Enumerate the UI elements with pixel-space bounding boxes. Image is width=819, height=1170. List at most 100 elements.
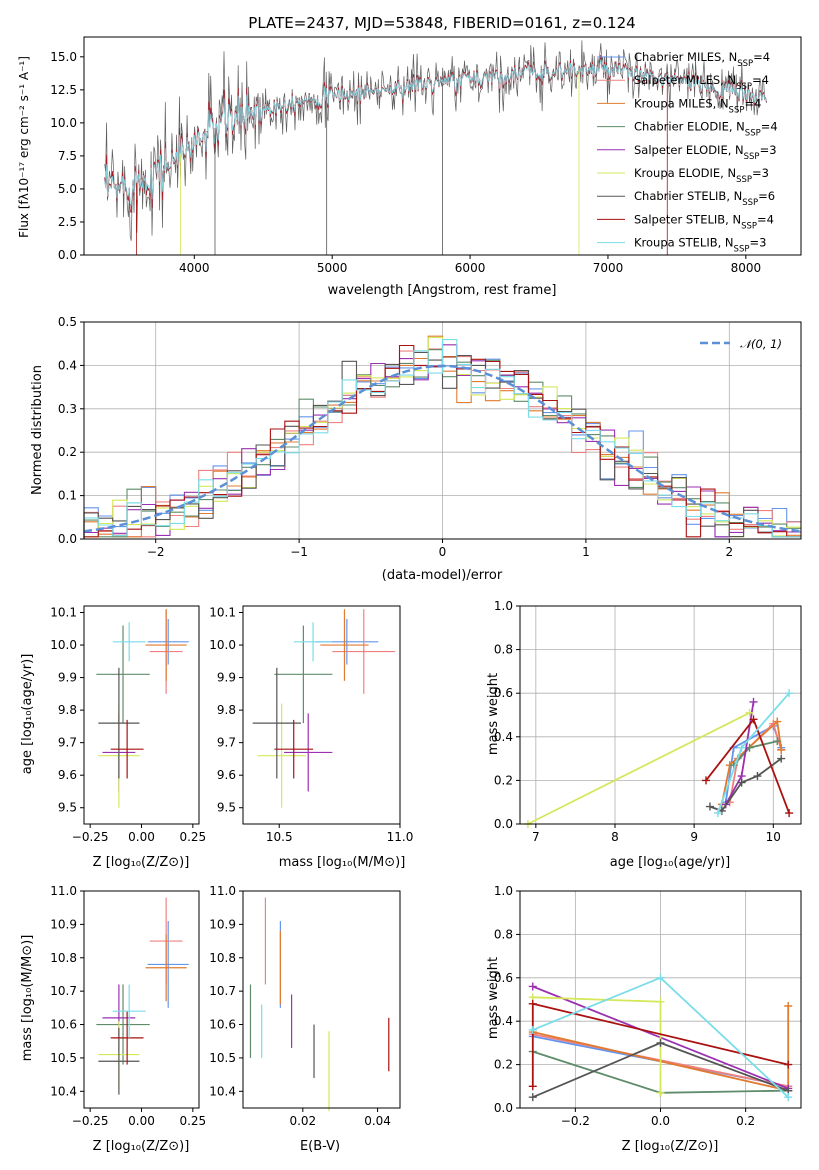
weight-vs-Z-marker-6-3	[656, 1088, 665, 1097]
spectrum-xtick-label-1: 5000	[317, 261, 348, 275]
age-vs-mass-ytick-label-5: 10.0	[209, 638, 236, 652]
weight-vs-age-marker-9-1	[713, 809, 722, 818]
weight-vs-age-ytick-label-3: 0.6	[494, 686, 513, 700]
legend-label-5: Salpeter ELODIE, NSSP=3	[634, 143, 777, 162]
weight-vs-Z-marker-9-1	[528, 1025, 537, 1034]
mass-vs-Z-frame	[83, 890, 200, 1109]
weight-vs-age-xtick-label-2: 9	[690, 830, 698, 844]
age-vs-Z-ytick-label-5: 10.0	[50, 638, 77, 652]
weight-vs-age-marker-7-1	[705, 802, 714, 811]
weight-vs-Z-marker-7-2	[656, 1038, 665, 1047]
residuals-ytick-label-2: 0.2	[58, 445, 77, 459]
residuals-xtick-label-1: −1	[290, 545, 308, 559]
weight-vs-age-line-9	[717, 692, 790, 814]
weight-vs-age-marker-9-2	[737, 743, 746, 752]
age-vs-mass-ytick-label-1: 9.6	[217, 768, 236, 782]
mass-vs-Z-ytick-label-0: 10.4	[50, 1084, 77, 1098]
weight-z-xlabel: Z [log₁₀(Z/Z⊙)]	[622, 1139, 719, 1154]
weight-vs-age-xtick-label-1: 8	[611, 830, 619, 844]
residuals-xtick-label-4: 2	[725, 545, 733, 559]
weight-vs-Z-ytick-label-3: 0.6	[494, 971, 513, 985]
age-vs-mass-frame	[242, 605, 401, 825]
spectrum-ytick-label-0: 0.0	[58, 248, 77, 262]
weight-vs-age-marker-3-3	[773, 717, 782, 726]
weight-vs-Z-ytick-label-0: 0.0	[494, 1101, 513, 1115]
age-vs-Z-ytick-label-1: 9.6	[58, 768, 77, 782]
mass-ebv-xlabel: E(B-V)	[300, 1139, 340, 1154]
weight-vs-age-xtick-label-0: 7	[532, 830, 540, 844]
residuals-frame	[83, 321, 802, 540]
age-vs-Z-xtick-label-0: −0.25	[72, 830, 109, 844]
weight-vs-age-marker-3-4	[777, 745, 786, 754]
legend-label-3: Kroupa MILES, NSSP=4	[634, 96, 761, 115]
weight-vs-Z-xtick-label-0: −0.2	[561, 1114, 590, 1128]
legend-label-8: Salpeter STELIB, NSSP=4	[634, 212, 774, 231]
mass-vs-ebv-ytick-label-6: 11.0	[209, 884, 236, 898]
age-vs-Z-frame	[83, 605, 200, 825]
mass-vs-ebv-ytick-label-0: 10.4	[209, 1084, 236, 1098]
legend-label-6: Kroupa ELODIE, NSSP=3	[634, 166, 769, 185]
age-vs-mass-ytick-label-6: 10.1	[209, 606, 236, 620]
weight-vs-Z-marker-8-1	[528, 1082, 537, 1091]
age-vs-mass-ytick-label-0: 9.5	[217, 801, 236, 815]
mass-vs-Z-xtick-label-2: 0.25	[179, 1114, 206, 1128]
age-vs-Z-ytick-label-2: 9.7	[58, 736, 77, 750]
age-vs-mass-ytick-label-3: 9.8	[217, 703, 236, 717]
weight-vs-Z-marker-8-2	[528, 999, 537, 1008]
mass-vs-ebv-ytick-label-4: 10.8	[209, 951, 236, 965]
spectrum-ytick-label-1: 2.5	[58, 215, 77, 229]
weight-vs-Z-marker-7-1	[528, 1093, 537, 1102]
spectrum-ytick-label-5: 12.5	[50, 83, 77, 97]
weight-vs-age-ytick-label-1: 0.2	[494, 773, 513, 787]
weight-vs-Z-marker-6-2	[656, 997, 665, 1006]
mass-vs-ebv-ytick-label-5: 10.9	[209, 917, 236, 931]
weight-vs-age-ytick-label-0: 0.0	[494, 817, 513, 831]
age-vs-Z-ytick-label-6: 10.1	[50, 606, 77, 620]
weight-vs-age-ytick-label-4: 0.8	[494, 643, 513, 657]
weight-vs-age-marker-7-3	[737, 778, 746, 787]
weight-vs-age-marker-6-2	[745, 708, 754, 717]
spectrum-frame	[83, 36, 802, 256]
gaussian-curve	[83, 364, 802, 533]
age-vs-mass-xtick-label-0: 10.5	[266, 830, 293, 844]
mass-vs-Z-ytick-label-3: 10.7	[50, 984, 77, 998]
spectrum-ylabel: Flux [fλ10⁻¹⁷ erg cm⁻² s⁻¹ A⁻¹]	[17, 56, 31, 238]
weight-vs-Z-xtick-label-1: 0.0	[651, 1114, 670, 1128]
weight-vs-age-marker-9-3	[785, 689, 794, 698]
mass-vs-Z-xtick-label-0: −0.25	[72, 1114, 109, 1128]
spectrum-xtick-label-3: 7000	[593, 261, 624, 275]
spectrum-xtick-label-0: 4000	[179, 261, 210, 275]
age-z-xlabel: Z [log₁₀(Z/Z⊙)]	[93, 855, 190, 870]
legend-label-1: Chabrier MILES, NSSP=4	[634, 50, 770, 69]
weight-vs-age-marker-7-4	[753, 772, 762, 781]
weight-vs-Z-marker-9-3	[784, 1093, 793, 1102]
spectrum-ytick-label-2: 5.0	[58, 182, 77, 196]
age-vs-mass-xtick-label-1: 11.0	[387, 830, 414, 844]
residuals-xtick-label-3: 1	[582, 545, 590, 559]
weight-vs-age-marker-8-2	[749, 715, 758, 724]
spectrum-xlabel: wavelength [Angstrom, rest frame]	[328, 283, 557, 298]
residuals-ytick-label-5: 0.5	[58, 315, 77, 329]
weight-vs-age-marker-8-1	[702, 776, 711, 785]
weight-vs-Z-marker-5-1	[528, 982, 537, 991]
mass-vs-Z-ytick-label-6: 11.0	[50, 884, 77, 898]
residuals-ytick-label-0: 0.0	[58, 532, 77, 546]
residuals-xtick-label-0: −2	[147, 545, 165, 559]
spectrum-ytick-label-3: 7.5	[58, 149, 77, 163]
weight-age-ylabel: mass weight	[486, 673, 501, 755]
residuals-ytick-label-3: 0.3	[58, 402, 77, 416]
age-vs-mass-ytick-label-4: 9.9	[217, 671, 236, 685]
legend-label-2: Salpeter MILES, NSSP=4	[634, 73, 769, 92]
weight-vs-Z-marker-3-3	[784, 1002, 793, 1011]
mass-vs-Z-ytick-label-1: 10.5	[50, 1051, 77, 1065]
residual-hist-7	[83, 351, 801, 539]
residuals-xtick-label-2: 0	[439, 545, 447, 559]
residuals-ytick-label-4: 0.4	[58, 358, 77, 372]
weight-vs-Z-marker-9-2	[656, 973, 665, 982]
chart-title: PLATE=2437, MJD=53848, FIBERID=0161, z=0…	[248, 14, 635, 32]
weight-vs-Z-frame	[519, 890, 802, 1109]
age-z-ylabel: age [log₁₀(age/yr)]	[20, 654, 35, 775]
age-vs-Z-ytick-label-3: 9.8	[58, 703, 77, 717]
mass-vs-Z-ytick-label-2: 10.6	[50, 1018, 77, 1032]
